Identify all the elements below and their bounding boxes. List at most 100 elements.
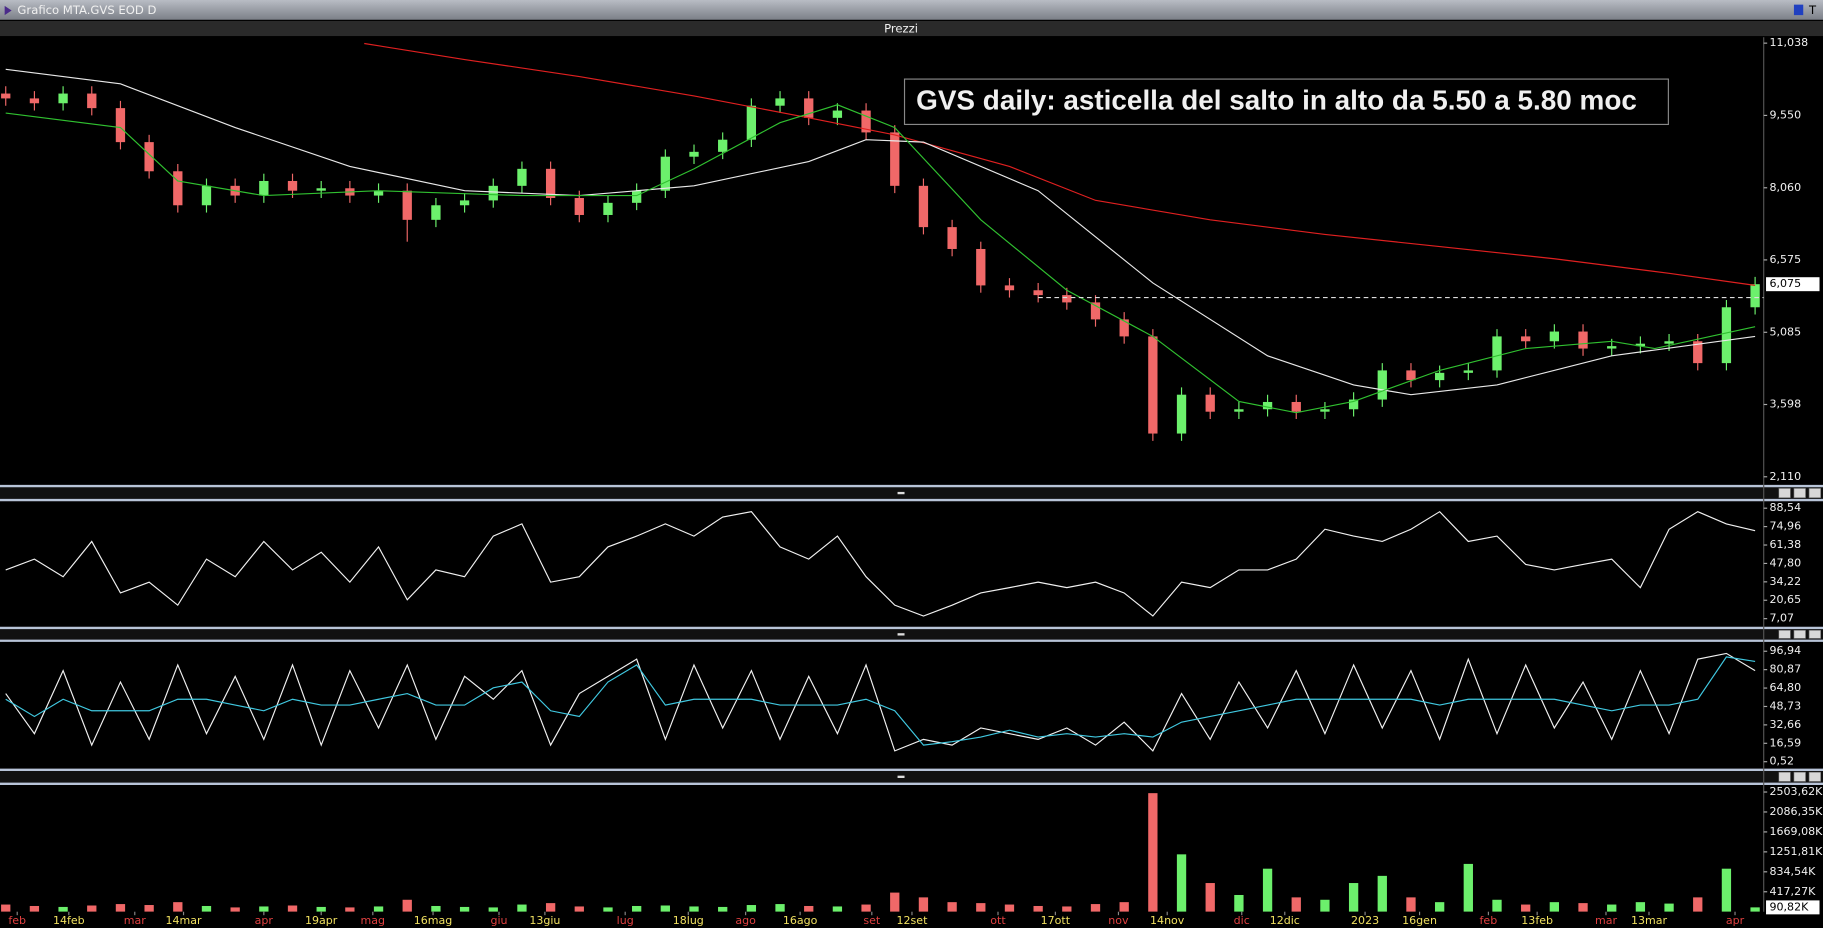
candle-body [689,151,699,157]
indicator-line [5,652,1756,752]
volume-bar [259,906,269,912]
candle-body [1607,346,1617,349]
x-tick-label: ago [735,914,756,927]
volume-bar [87,905,97,912]
candle-body [402,190,412,220]
candle-body [1148,336,1158,434]
volume-bar [517,904,527,912]
candle-body [574,197,584,215]
x-tick-label: 14nov [1150,914,1185,927]
y-tick-label: 16,59 [1770,736,1802,749]
window-button-label[interactable]: T [1808,3,1817,17]
candle-body [29,98,40,104]
x-tick-label: giu [490,914,507,927]
volume-bar [746,905,757,912]
volume-bar [1262,868,1273,912]
x-tick-label: ott [990,914,1006,927]
window-title: Grafico MTA.GVS EOD D [17,3,156,17]
candle-body [718,139,728,152]
y-tick-label: 74,96 [1770,520,1802,533]
candle-body [1549,331,1560,342]
candle-body [1750,284,1760,308]
x-tick-label: apr [1726,914,1745,927]
candle-body [1262,401,1273,410]
title-bar [0,0,1823,20]
volume-bar [574,906,584,912]
indicator-line [5,510,1756,617]
y-tick-label: 20,65 [1770,593,1802,606]
volume-bar [115,904,126,912]
panel-button[interactable] [1808,630,1821,639]
last-value-box [1766,900,1820,915]
annotation: GVS daily: asticella del salto in alto d… [916,85,1637,116]
y-tick-label: 1669,08K [1770,825,1823,838]
candle-body [804,98,814,118]
candle-body [1062,295,1072,303]
candle-body [1721,307,1732,364]
separator-grip [897,491,905,495]
candle-body [632,190,642,203]
candle-body [373,190,384,196]
window-button[interactable] [1793,4,1804,16]
y-tick-label: 11,038 [1770,36,1809,49]
volume-bar [1377,875,1387,912]
volume-bar [689,906,699,912]
panel-button[interactable] [1808,488,1821,499]
window-icon [4,5,12,16]
volume-bar [459,906,470,912]
separator [0,768,1823,785]
candle-body [947,227,957,249]
x-tick-label: dic [1234,914,1250,927]
x-tick-label: feb [1480,914,1498,927]
candle-body [1434,372,1445,381]
separator [0,626,1823,642]
y-tick-label: 61,38 [1770,538,1802,551]
panel-button[interactable] [1778,630,1791,639]
volume-bar [947,902,957,912]
y-tick-label: 80,87 [1770,663,1802,676]
volume-bar [345,907,355,912]
volume-bar [230,907,240,912]
panel-button[interactable] [1793,771,1806,782]
volume-bar [890,892,900,912]
volume-bar [1090,904,1101,912]
volume-bar [1234,894,1244,912]
volume-bar [775,904,785,912]
candle-body [459,200,470,206]
volume-bar [29,905,40,912]
x-tick-label: 19apr [305,914,338,927]
last-value-label: 90,82K [1770,900,1810,913]
candle-body [316,188,326,191]
plot-area [5,652,1756,752]
volume-bar [1320,899,1330,912]
x-tick-label: mar [1595,914,1618,927]
y-tick-label: 47,80 [1770,556,1802,569]
panel-button[interactable] [1793,630,1806,639]
volume-bar [1521,904,1531,912]
volume-bar [1348,883,1359,912]
volume-bar [632,905,642,912]
plot-area [1,42,1764,441]
indicator-line [5,656,1756,746]
candle-body [87,93,97,109]
separator-grip [897,775,905,778]
panel-button[interactable] [1808,771,1821,782]
y-tick-label: 34,22 [1770,575,1802,588]
volume-bar [287,905,298,912]
y-tick-label: 64,80 [1770,681,1802,694]
x-tick-label: 17ott [1041,914,1071,927]
panel-button[interactable] [1778,771,1791,782]
volume-bar [1205,883,1215,912]
candle-body [1693,341,1703,364]
volume-bar [1693,897,1703,912]
y-tick-label: 0,52 [1770,755,1795,768]
panel-button[interactable] [1778,488,1791,499]
candle-body [1377,370,1387,400]
volume-bar [1492,899,1502,912]
candle-body [1205,394,1215,412]
panel-button[interactable] [1793,488,1806,499]
candle-body [1521,336,1531,342]
candle-body [976,248,986,286]
y-tick-label: 417,27K [1770,885,1817,898]
